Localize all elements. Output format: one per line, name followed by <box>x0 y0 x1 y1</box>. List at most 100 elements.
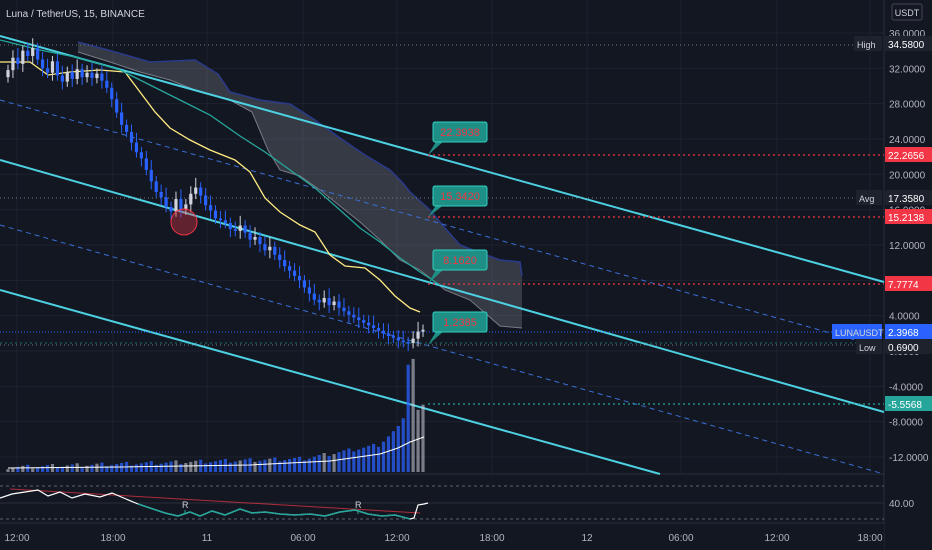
price-tag-value-bg <box>885 36 932 51</box>
candle-body <box>362 320 366 323</box>
candle-body <box>401 340 405 343</box>
volume-bar <box>144 462 148 472</box>
candle-body <box>332 301 336 306</box>
level-tag <box>885 276 932 291</box>
channel-mid-line <box>0 224 885 475</box>
price-tag-name-bg <box>854 36 882 51</box>
volume-bar <box>60 466 64 472</box>
candle-body <box>75 69 79 79</box>
channel-line <box>0 289 661 475</box>
volume-bar <box>134 464 139 472</box>
volume-bar <box>21 465 25 472</box>
x-tick-label: 12:00 <box>764 533 789 544</box>
channel-line <box>0 159 885 413</box>
callout-box <box>432 185 488 207</box>
candle-body <box>129 131 134 143</box>
candle-body <box>134 142 139 153</box>
candle-body <box>258 237 262 245</box>
y-tick-label: 36.0000 <box>889 29 926 40</box>
y-tick-label: 28.0000 <box>889 100 926 111</box>
volume-bar <box>26 464 30 472</box>
volume-bar <box>169 461 173 472</box>
candle-body <box>357 317 361 321</box>
candle-body <box>228 222 232 230</box>
callout-pointer <box>428 268 445 284</box>
candle-body <box>302 280 307 288</box>
rsi-trend-line <box>9 488 421 514</box>
y-tick-label: 32.0000 <box>889 64 926 75</box>
candle-body <box>342 307 346 312</box>
volume-bar <box>213 461 218 472</box>
volume-bar <box>337 452 341 472</box>
candle-body <box>105 80 109 88</box>
candle-body <box>307 287 311 294</box>
volume-bar <box>36 467 40 472</box>
candle-body <box>273 246 277 255</box>
candle-body <box>189 193 193 205</box>
volume-bar <box>376 446 381 472</box>
volume-bar <box>129 465 134 472</box>
candle-body <box>367 322 371 326</box>
candle-body <box>159 192 163 198</box>
callout-box <box>432 311 488 333</box>
volume-bar <box>115 464 119 472</box>
y-tick-label: -4.0000 <box>889 382 923 393</box>
volume-bar <box>179 464 183 472</box>
volume-bar <box>95 463 99 472</box>
candle-body <box>411 338 415 344</box>
price-axis-bg <box>885 0 932 550</box>
price-tag-value-bg <box>885 339 932 354</box>
candle-body <box>327 298 331 306</box>
y-tick-label: 12.0000 <box>889 241 926 252</box>
candle-body <box>263 244 267 251</box>
callout-pointer <box>428 140 445 155</box>
volume-bar <box>421 404 425 472</box>
price-tag-value-bg <box>885 324 932 339</box>
volume-bar <box>204 463 208 472</box>
volume-bar <box>85 465 89 472</box>
time-axis: 12:00 18:00 11 06:00 12:00 18:00 12 06:00 12:00 1… <box>0 524 884 550</box>
candle-body <box>337 301 341 308</box>
candle-body <box>208 205 213 211</box>
channel-line <box>0 35 885 283</box>
y-tick-label: 24.0000 <box>889 135 926 146</box>
candle-body <box>55 61 60 76</box>
volume-bar <box>288 459 292 472</box>
volume-bar <box>327 455 331 472</box>
y-tick-label: -8.0000 <box>889 418 923 429</box>
price-tag-name: LUNAUSDT <box>835 328 884 338</box>
volume-bar <box>352 451 356 472</box>
price-tag-value: 34.5800 <box>888 40 925 51</box>
candle-body <box>115 99 119 113</box>
ema-line <box>0 39 441 286</box>
price-axis: 36.000032.000028.000024.000020.000016.00… <box>832 0 932 550</box>
candle-body <box>322 298 326 303</box>
volume-bar <box>233 461 237 472</box>
candle-body <box>139 152 143 159</box>
volume-bar <box>406 364 410 472</box>
signal-circle <box>170 208 198 236</box>
x-tick-label: 11 <box>202 533 213 544</box>
x-tick-label: 06:00 <box>668 533 693 544</box>
volume-bar <box>297 456 302 472</box>
level-tag <box>885 209 932 224</box>
candle-body <box>90 72 94 79</box>
callout-label: 22.3938 <box>440 127 480 139</box>
candle-body <box>70 71 74 79</box>
candle-body <box>218 218 223 221</box>
volume-bar <box>367 445 371 472</box>
volume-bar <box>381 441 386 472</box>
regression-channel <box>0 35 885 475</box>
volume-ma-line <box>7 436 425 469</box>
candle-body <box>36 48 40 60</box>
volume-bar <box>70 464 74 472</box>
price-tag-name: High <box>857 40 876 50</box>
sma-line <box>0 61 421 313</box>
rsi-marker-label: R <box>355 500 362 510</box>
volume-bar <box>159 463 163 472</box>
candle-body <box>144 158 148 170</box>
volume-bar <box>278 461 282 472</box>
x-tick-label: 12:00 <box>4 533 29 544</box>
